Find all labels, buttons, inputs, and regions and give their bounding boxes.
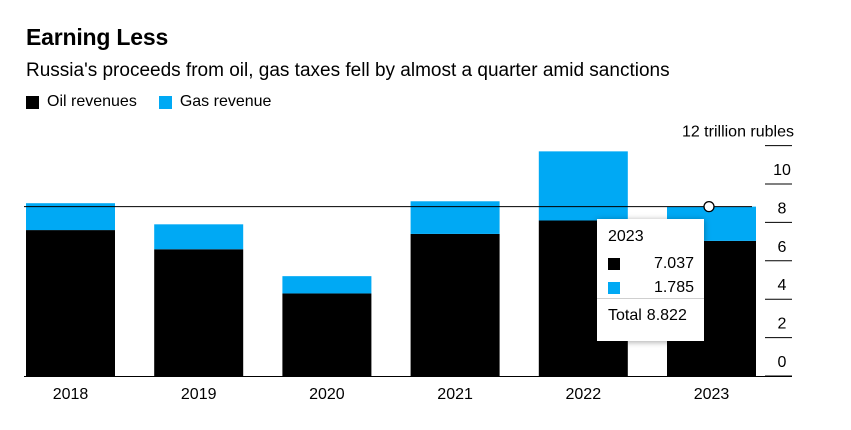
bar-2021-oil bbox=[410, 233, 500, 376]
bar-2022-gas bbox=[538, 151, 628, 221]
hover-tooltip: 2023 7.037 1.785 Total 8.822 bbox=[597, 219, 704, 341]
tooltip-total: Total 8.822 bbox=[608, 307, 687, 325]
bar-2018-gas bbox=[26, 203, 115, 231]
bar-2019-gas bbox=[154, 224, 244, 250]
y-axis-unit-label: 12 trillion rubles bbox=[682, 124, 794, 141]
x-tick-label-2020: 2020 bbox=[309, 386, 345, 403]
y-tick-label-8: 8 bbox=[778, 200, 787, 217]
tooltip-row-gas: 1.785 bbox=[608, 278, 694, 298]
y-tick-label-6: 6 bbox=[778, 239, 787, 256]
hover-marker bbox=[703, 200, 715, 213]
legend-swatch-gas bbox=[158, 95, 172, 109]
x-tick-label-2019: 2019 bbox=[181, 386, 217, 403]
tooltip-swatch-gas bbox=[608, 282, 620, 294]
x-tick-label-2021: 2021 bbox=[437, 386, 473, 403]
legend-item-gas: Gas revenue bbox=[158, 93, 272, 111]
x-tick-label-2023: 2023 bbox=[694, 386, 730, 403]
x-tick-label-2022: 2022 bbox=[566, 386, 602, 403]
tooltip-divider bbox=[597, 298, 704, 299]
tooltip-total-label: Total bbox=[608, 307, 642, 324]
chart-subtitle: Russia's proceeds from oil, gas taxes fe… bbox=[26, 60, 670, 81]
y-tick-label-2: 2 bbox=[778, 316, 787, 333]
tooltip-year: 2023 bbox=[608, 228, 644, 245]
bar-2020-gas bbox=[282, 276, 372, 294]
bar-2019-oil bbox=[154, 249, 244, 376]
tooltip-row-oil: 7.037 bbox=[608, 254, 694, 274]
y-tick-label-10: 10 bbox=[773, 162, 791, 179]
chart-title: Earning Less bbox=[26, 24, 169, 50]
tooltip-value-gas: 1.785 bbox=[653, 279, 694, 296]
legend-label-oil: Oil revenues bbox=[47, 93, 137, 110]
bar-2018-oil bbox=[26, 230, 115, 376]
y-tick-label-4: 4 bbox=[778, 277, 787, 294]
bar-2020-oil bbox=[282, 293, 372, 376]
legend-label-gas: Gas revenue bbox=[179, 93, 272, 110]
tooltip-value-oil: 7.037 bbox=[653, 255, 694, 272]
y-tick-label-0: 0 bbox=[778, 354, 787, 371]
legend: Oil revenues Gas revenue bbox=[26, 93, 271, 111]
legend-item-oil: Oil revenues bbox=[26, 93, 137, 111]
legend-swatch-oil bbox=[26, 95, 39, 109]
tooltip-total-value: 8.822 bbox=[646, 307, 687, 324]
x-tick-label-2018: 2018 bbox=[53, 386, 89, 403]
tooltip-swatch-oil bbox=[608, 258, 620, 270]
